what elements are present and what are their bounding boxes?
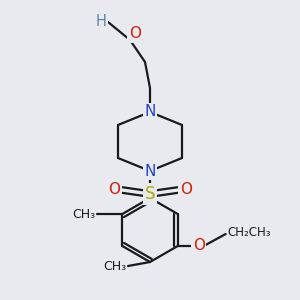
Text: N: N [144,164,156,178]
Text: O: O [129,26,141,41]
Text: O: O [108,182,120,197]
Text: O: O [180,182,192,197]
Text: CH₂CH₃: CH₂CH₃ [228,226,271,239]
Text: O: O [193,238,205,253]
Text: H: H [96,14,106,29]
Text: CH₃: CH₃ [72,208,95,220]
Text: N: N [144,104,156,119]
Text: CH₃: CH₃ [103,260,126,272]
Text: S: S [145,185,155,203]
